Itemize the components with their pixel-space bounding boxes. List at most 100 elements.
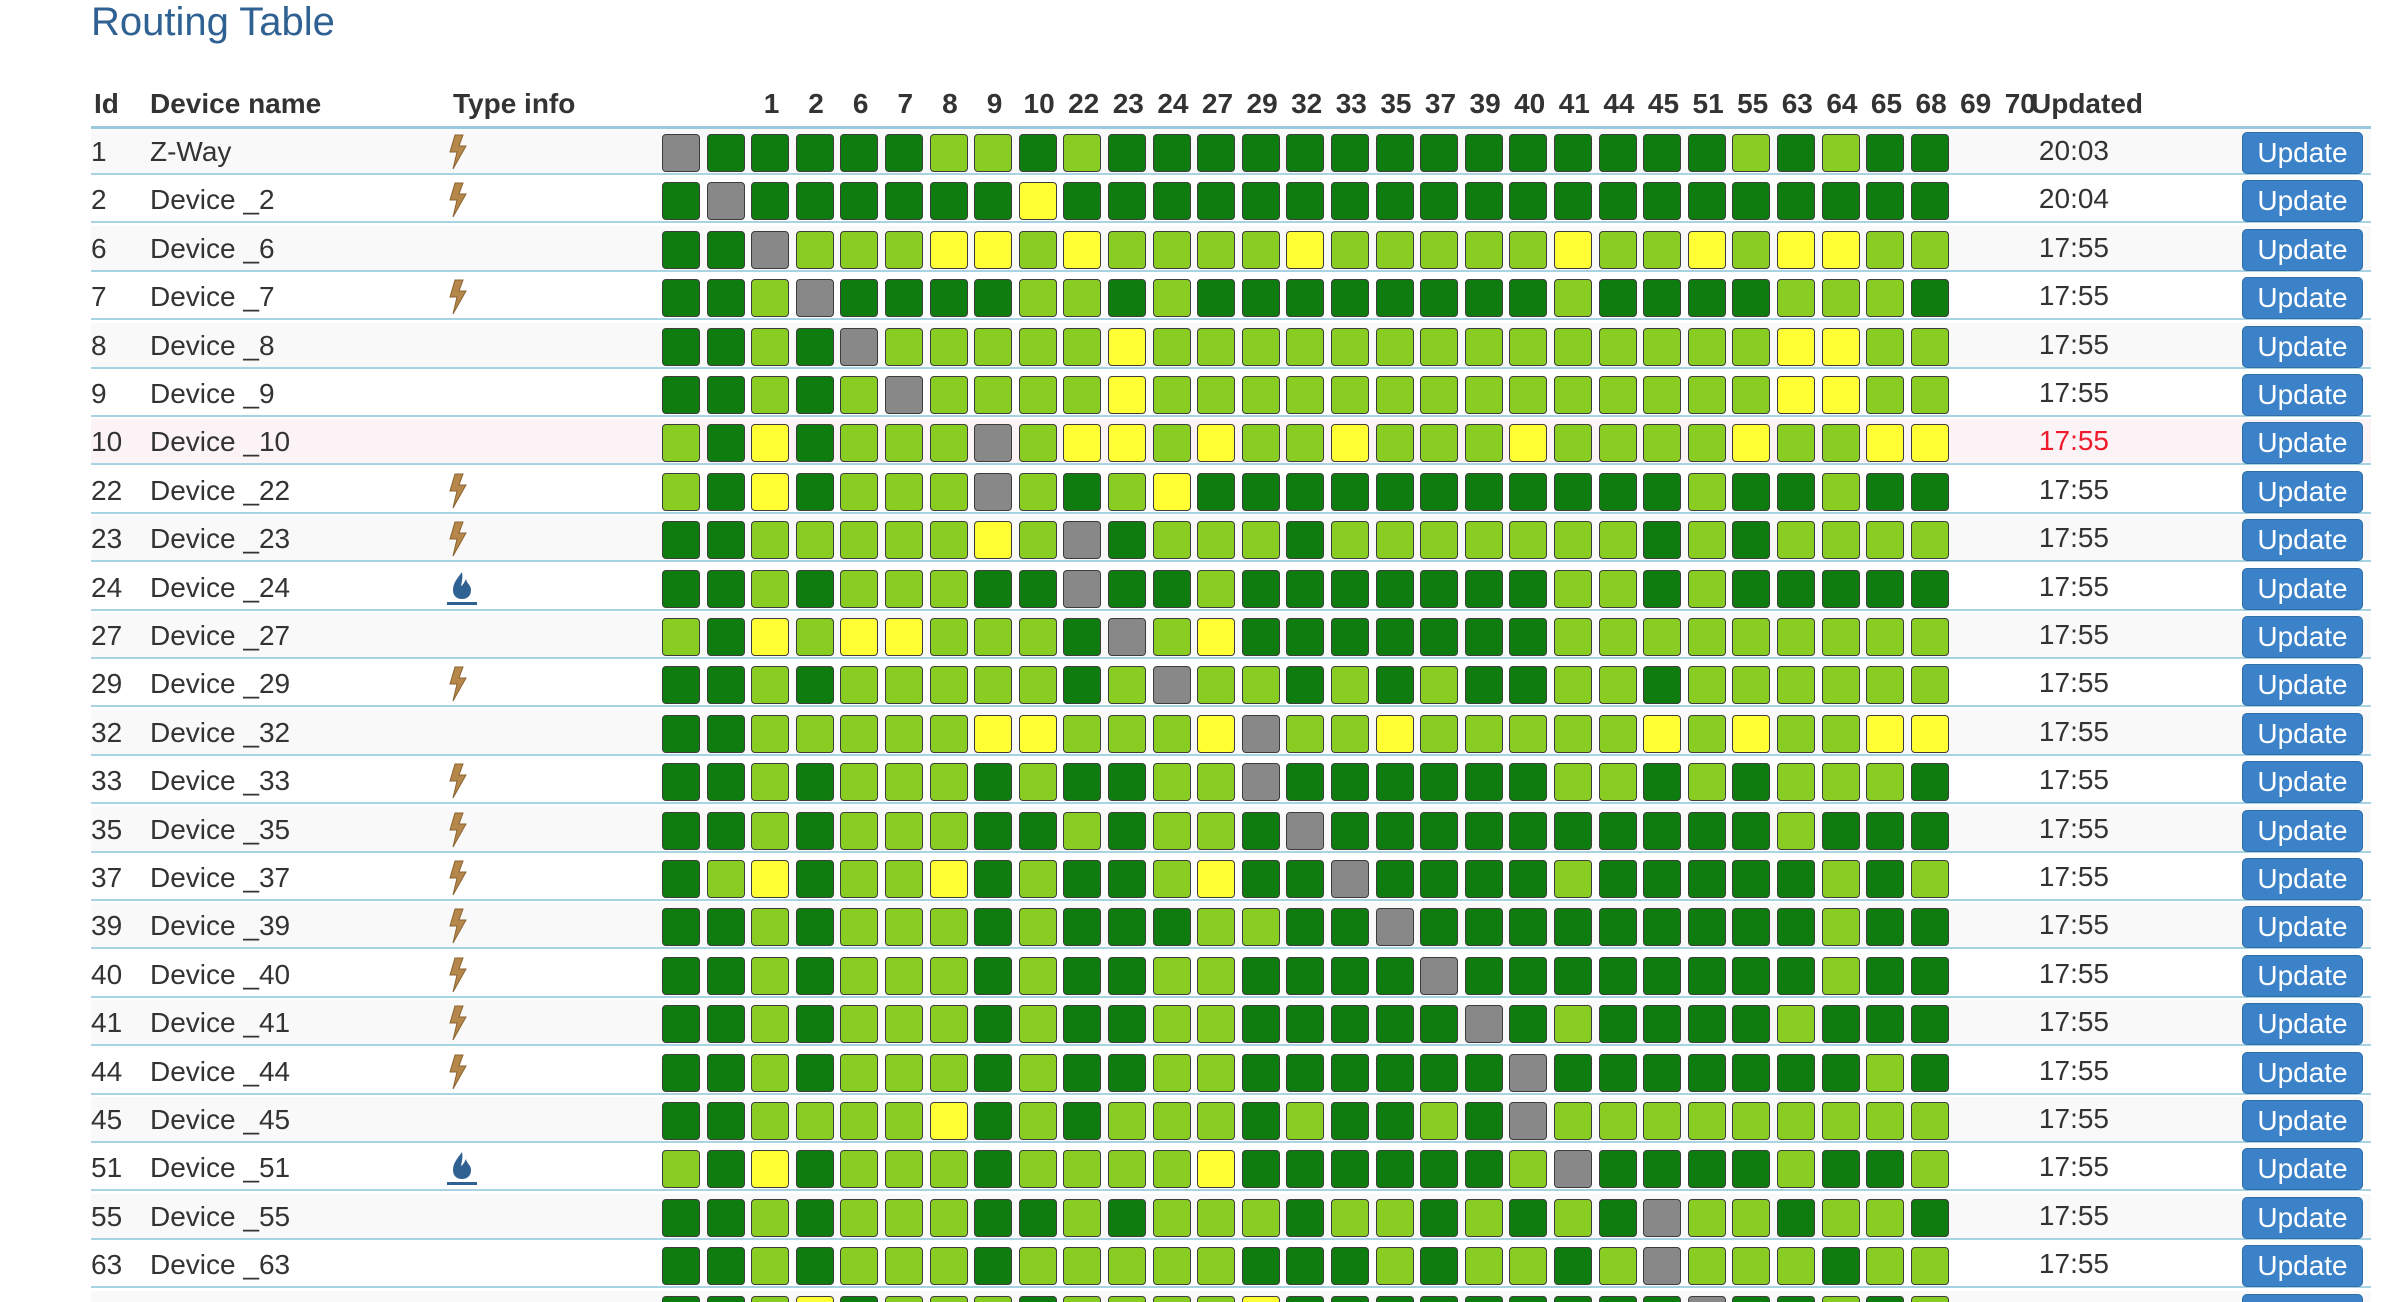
link-cell-51 bbox=[1598, 1102, 1637, 1140]
link-cell-39 bbox=[1375, 763, 1414, 802]
link-cell-55 bbox=[1643, 1198, 1682, 1237]
link-cell-27 bbox=[1108, 763, 1146, 802]
link-cell-41 bbox=[1464, 230, 1503, 269]
link-cell-35 bbox=[1286, 1198, 1325, 1237]
link-cell-10 bbox=[929, 860, 968, 898]
row-id: 40 bbox=[91, 958, 123, 990]
link-cell-33 bbox=[1241, 1102, 1280, 1140]
table-row: 29 Device _29 17:55 Update bbox=[91, 661, 2371, 708]
update-button[interactable]: Update bbox=[2242, 374, 2363, 416]
link-cell-8 bbox=[840, 1150, 879, 1189]
table-row: 41 Device _41 17:55 Update bbox=[91, 1000, 2371, 1047]
link-cell-7 bbox=[795, 1102, 834, 1140]
update-button[interactable]: Update bbox=[2242, 325, 2363, 368]
link-cell-8 bbox=[840, 521, 879, 560]
link-cell-8 bbox=[840, 569, 879, 608]
update-button[interactable]: Update bbox=[2242, 954, 2363, 997]
update-button[interactable]: Update bbox=[2242, 567, 2363, 610]
link-cell-7 bbox=[795, 618, 834, 656]
link-cell-55 bbox=[1643, 182, 1682, 221]
link-cell-10 bbox=[929, 376, 968, 414]
row-updated-time: 17:55 bbox=[2038, 1054, 2109, 1086]
link-cell-68 bbox=[1821, 714, 1860, 753]
link-cell-65 bbox=[1777, 618, 1815, 656]
update-button[interactable]: Update bbox=[2242, 132, 2363, 174]
link-cell-37 bbox=[1331, 1247, 1369, 1286]
link-cell-63 bbox=[1687, 521, 1726, 560]
table-row: 10 Device _10 17:55 Update bbox=[91, 419, 2371, 466]
link-cell-39 bbox=[1375, 182, 1414, 221]
link-cell-33 bbox=[1241, 956, 1280, 995]
link-cell-37 bbox=[1331, 569, 1369, 608]
link-cell-22 bbox=[974, 956, 1013, 995]
update-button[interactable]: Update bbox=[2242, 1196, 2363, 1239]
update-button[interactable]: Update bbox=[2242, 470, 2363, 513]
link-cell-68 bbox=[1821, 1005, 1860, 1044]
update-button[interactable]: Update bbox=[2242, 1003, 2363, 1046]
link-cell-45 bbox=[1554, 1198, 1592, 1237]
update-button[interactable]: Update bbox=[2242, 422, 2363, 465]
update-button[interactable]: Update bbox=[2242, 228, 2363, 271]
link-cell-41 bbox=[1464, 860, 1503, 898]
update-button[interactable]: Update bbox=[2242, 809, 2363, 852]
row-updated-time: 17:55 bbox=[2038, 328, 2109, 360]
link-cell-64 bbox=[1732, 908, 1771, 947]
link-cell-64 bbox=[1732, 1198, 1771, 1237]
link-cell-8 bbox=[840, 376, 879, 414]
link-cell-9 bbox=[885, 279, 923, 318]
update-button[interactable]: Update bbox=[2242, 1051, 2363, 1094]
link-cell-22 bbox=[974, 376, 1013, 414]
link-cell-32 bbox=[1197, 569, 1236, 608]
update-button[interactable]: Update bbox=[2242, 1245, 2363, 1288]
link-cell-69 bbox=[1866, 1102, 1905, 1140]
link-cell-22 bbox=[974, 714, 1013, 753]
link-cell-44 bbox=[1509, 908, 1548, 947]
link-cell-10 bbox=[929, 714, 968, 753]
header-node-55: 55 bbox=[1737, 88, 1769, 119]
bolt-icon bbox=[445, 859, 485, 897]
table-row: 33 Device _33 17:55 Update bbox=[91, 758, 2371, 805]
link-cell-41 bbox=[1464, 1150, 1503, 1189]
link-cell-45 bbox=[1554, 1247, 1592, 1286]
link-cell-40 bbox=[1420, 521, 1459, 560]
link-cell-23 bbox=[1018, 1295, 1057, 1302]
row-id: 22 bbox=[91, 474, 123, 506]
update-button[interactable]: Update bbox=[2242, 761, 2363, 804]
link-cell-37 bbox=[1331, 376, 1369, 414]
link-cell-2 bbox=[706, 666, 745, 705]
link-cell-27 bbox=[1108, 1198, 1146, 1237]
link-cell-55 bbox=[1643, 666, 1682, 705]
link-cell-68 bbox=[1821, 376, 1860, 414]
link-cell-8 bbox=[840, 327, 879, 366]
link-cell-23 bbox=[1018, 860, 1057, 898]
link-cell-65 bbox=[1777, 182, 1815, 221]
link-cell-9 bbox=[885, 1150, 923, 1189]
update-button[interactable]: Update bbox=[2242, 906, 2363, 949]
update-button[interactable]: Update bbox=[2242, 519, 2363, 562]
link-cell-70 bbox=[1910, 424, 1949, 463]
update-button[interactable]: Update bbox=[2242, 277, 2363, 320]
link-cell-27 bbox=[1108, 230, 1146, 269]
update-button[interactable]: Update bbox=[2242, 1100, 2363, 1142]
link-cell-23 bbox=[1018, 1198, 1057, 1237]
link-cell-1 bbox=[662, 1053, 700, 1092]
link-cell-69 bbox=[1866, 134, 1905, 172]
link-cell-10 bbox=[929, 1198, 968, 1237]
link-cell-6 bbox=[751, 1150, 790, 1189]
link-cell-32 bbox=[1197, 811, 1236, 850]
update-button[interactable]: Update bbox=[2242, 616, 2363, 658]
link-cell-33 bbox=[1241, 230, 1280, 269]
update-button[interactable]: Update bbox=[2242, 180, 2363, 223]
link-cell-9 bbox=[885, 908, 923, 947]
link-cell-64 bbox=[1732, 1005, 1771, 1044]
link-cell-44 bbox=[1509, 1053, 1548, 1092]
link-cell-37 bbox=[1331, 230, 1369, 269]
update-button[interactable]: Update bbox=[2242, 858, 2363, 900]
link-cell-45 bbox=[1554, 134, 1592, 172]
update-button[interactable]: Update bbox=[2242, 1148, 2363, 1191]
link-cell-24 bbox=[1063, 811, 1102, 850]
update-button[interactable]: Update bbox=[2242, 712, 2363, 755]
update-button[interactable]: Update bbox=[2242, 1293, 2363, 1302]
link-cell-7 bbox=[795, 230, 834, 269]
update-button[interactable]: Update bbox=[2242, 664, 2363, 707]
